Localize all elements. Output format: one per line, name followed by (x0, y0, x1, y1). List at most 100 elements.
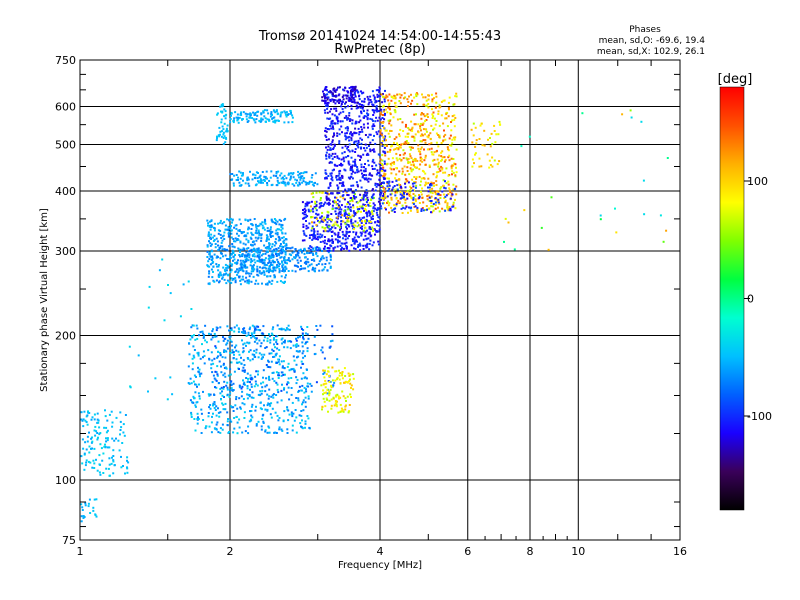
data-point (266, 118, 269, 121)
data-point (85, 461, 88, 464)
data-point (111, 425, 114, 428)
data-point (399, 118, 402, 120)
data-point (283, 181, 286, 184)
data-point (342, 410, 345, 413)
data-point (290, 172, 293, 175)
data-point (398, 135, 401, 138)
data-point (276, 184, 279, 187)
data-point (218, 281, 220, 284)
data-point (209, 263, 212, 266)
data-point (337, 86, 339, 89)
data-point (434, 193, 437, 195)
data-point (347, 206, 350, 208)
data-point (293, 184, 296, 187)
data-point (349, 206, 352, 209)
data-point (455, 185, 458, 188)
data-point (309, 382, 312, 385)
data-point (244, 112, 247, 115)
data-point (382, 194, 385, 197)
data-point (246, 232, 249, 235)
data-point (394, 96, 397, 99)
data-point (80, 455, 83, 458)
data-point (348, 213, 351, 216)
data-point (245, 334, 248, 337)
data-point (231, 178, 234, 181)
data-point (252, 270, 255, 273)
data-point (294, 178, 297, 181)
data-point (355, 140, 358, 143)
data-point (480, 165, 483, 168)
data-point (302, 226, 305, 228)
data-point (428, 143, 431, 146)
data-point (92, 509, 95, 512)
data-point (304, 202, 307, 205)
data-point (306, 203, 309, 206)
data-point (257, 420, 260, 423)
data-point (303, 177, 306, 180)
data-point (294, 270, 297, 273)
data-point (218, 276, 221, 278)
data-point (322, 373, 325, 375)
data-point (229, 389, 231, 392)
data-point (213, 229, 216, 232)
data-point (423, 148, 425, 151)
data-point (445, 167, 448, 170)
data-point (327, 138, 330, 141)
data-point (448, 154, 451, 157)
data-point (404, 191, 407, 193)
data-point (312, 210, 315, 213)
data-point (340, 213, 342, 216)
data-point (454, 207, 457, 210)
data-point (319, 199, 322, 202)
data-point (347, 145, 350, 148)
data-point (328, 249, 331, 252)
data-point (349, 373, 352, 376)
data-point (320, 215, 323, 218)
data-point (365, 211, 368, 214)
data-point (486, 153, 489, 156)
data-point (364, 170, 367, 173)
data-point (206, 244, 209, 247)
data-point (219, 221, 222, 224)
data-point (295, 350, 298, 353)
data-point (367, 145, 370, 147)
data-point (337, 239, 339, 242)
data-point (321, 255, 324, 258)
data-point (383, 126, 385, 129)
data-point (230, 229, 233, 232)
data-point (444, 195, 447, 198)
data-point (356, 240, 358, 243)
data-point (348, 225, 351, 228)
data-point (378, 228, 381, 231)
data-point (366, 112, 368, 115)
data-point (359, 199, 362, 202)
data-point (326, 111, 329, 114)
data-point (305, 390, 308, 393)
data-point (418, 168, 421, 171)
data-point (316, 328, 319, 331)
data-point (238, 426, 241, 429)
data-point (247, 377, 249, 380)
data-point (351, 191, 354, 194)
data-point (381, 145, 384, 147)
data-point (242, 379, 244, 382)
data-point (414, 123, 417, 126)
data-point (220, 135, 223, 138)
data-point (286, 262, 288, 265)
data-point (385, 196, 388, 199)
data-point (212, 240, 215, 242)
data-point (324, 169, 327, 172)
data-point (322, 393, 324, 396)
data-point (358, 133, 361, 136)
data-point (373, 161, 376, 164)
data-point (388, 202, 391, 205)
data-point (471, 141, 474, 144)
data-point (223, 122, 226, 125)
data-point (199, 375, 201, 378)
data-point (302, 267, 305, 270)
data-point (308, 247, 311, 250)
data-point (371, 189, 374, 192)
data-point (268, 259, 271, 262)
data-point (347, 411, 350, 414)
data-point (248, 395, 251, 398)
